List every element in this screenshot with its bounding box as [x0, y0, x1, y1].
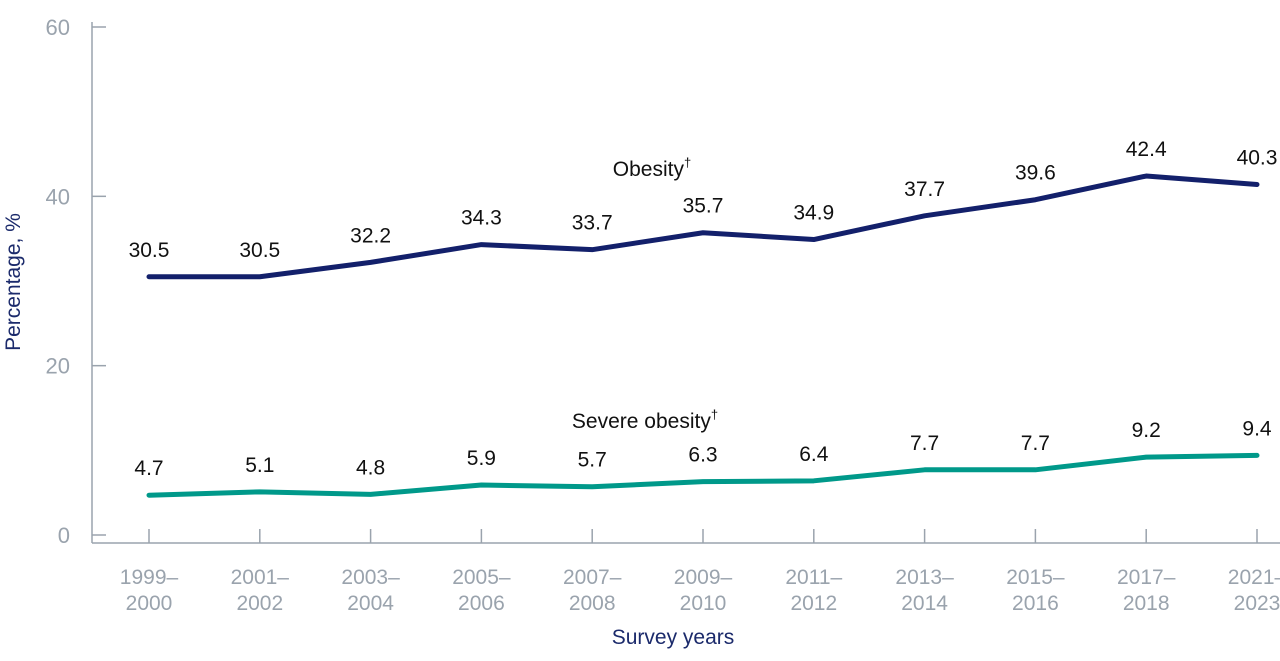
x-tick-label-line1: 2017–	[1117, 566, 1176, 589]
x-tick-label-line2: 2004	[347, 592, 394, 615]
x-tick-label-line2: 2012	[790, 592, 837, 615]
y-tick-label: 40	[46, 184, 70, 209]
data-labels: 30.5 30.5 32.2 34.3 33.7 35.7 34.9 37.7 39.6 42.4…	[129, 138, 1278, 480]
data-label: 30.5	[129, 239, 170, 262]
x-tick-label-line2: 2006	[458, 592, 505, 615]
x-tick-label-line2: 2014	[901, 592, 948, 615]
x-tick-label-line1: 2009–	[674, 566, 733, 589]
y-axis-title: Percentage, %	[2, 213, 25, 351]
x-tick-label-line2: 2016	[1012, 592, 1059, 615]
data-label: 5.9	[467, 447, 496, 470]
series-line-obesity	[146, 173, 1260, 280]
data-label: 9.4	[1242, 417, 1272, 440]
x-axis-title: Survey years	[612, 626, 735, 649]
data-label: 5.7	[578, 449, 607, 472]
data-label: 33.7	[572, 212, 613, 235]
x-axis-ticks: 1999– 2000 2001– 2002 2003– 2004 2005– 2006 2007…	[120, 529, 1280, 615]
data-label: 34.9	[793, 202, 834, 225]
x-tick-label-line1: 2001–	[231, 566, 290, 589]
x-tick-label-line2: 2000	[126, 592, 173, 615]
data-label: 34.3	[461, 207, 502, 230]
data-label: 4.7	[134, 457, 163, 480]
data-label: 6.4	[799, 443, 829, 466]
x-tick-label-line1: 2015–	[1006, 566, 1065, 589]
series-name: Severe obesity	[572, 410, 711, 433]
series-marker: †	[684, 155, 691, 170]
data-label: 7.7	[1021, 432, 1050, 455]
data-label: 6.3	[688, 444, 717, 467]
series-name-label: Obesity†	[613, 155, 691, 181]
series-labels: Obesity†Severe obesity†	[572, 155, 718, 433]
x-tick-label-line1: 2011–	[785, 566, 842, 589]
x-tick-label-line1: 2003–	[341, 566, 400, 589]
x-tick-label-line2: 2010	[680, 592, 727, 615]
data-label: 35.7	[683, 195, 724, 218]
data-label: 7.7	[910, 432, 939, 455]
x-tick-label-line1: 2021–	[1228, 566, 1280, 589]
x-tick-label-line1: 2007–	[563, 566, 622, 589]
series-lines	[146, 173, 1260, 498]
y-tick-label: 60	[46, 15, 70, 40]
data-label: 37.7	[904, 178, 945, 201]
data-label: 30.5	[239, 239, 280, 262]
data-label: 42.4	[1126, 138, 1167, 161]
series-marker: †	[711, 407, 718, 422]
x-tick-label-line2: 2018	[1123, 592, 1170, 615]
data-label: 39.6	[1015, 162, 1056, 185]
series-name: Obesity	[613, 158, 685, 181]
x-tick-label-line1: 2005–	[452, 566, 511, 589]
x-tick-label-line1: 2013–	[895, 566, 954, 589]
x-tick-label-line2: 2008	[569, 592, 616, 615]
data-label: 5.1	[245, 454, 274, 477]
data-label: 9.2	[1132, 419, 1161, 442]
x-tick-label-line2: 2023	[1234, 592, 1280, 615]
series-line-severe-obesity	[146, 452, 1260, 498]
y-tick-label: 20	[46, 354, 70, 379]
y-axis-ticks: 0 20 40 60	[46, 15, 106, 548]
x-tick-label-line2: 2002	[236, 592, 283, 615]
x-tick-label-line1: 1999–	[120, 566, 179, 589]
y-tick-label: 0	[58, 523, 70, 548]
series-name-label: Severe obesity†	[572, 407, 718, 433]
data-label: 4.8	[356, 456, 385, 479]
data-label: 32.2	[350, 224, 391, 247]
data-label: 40.3	[1237, 146, 1278, 169]
